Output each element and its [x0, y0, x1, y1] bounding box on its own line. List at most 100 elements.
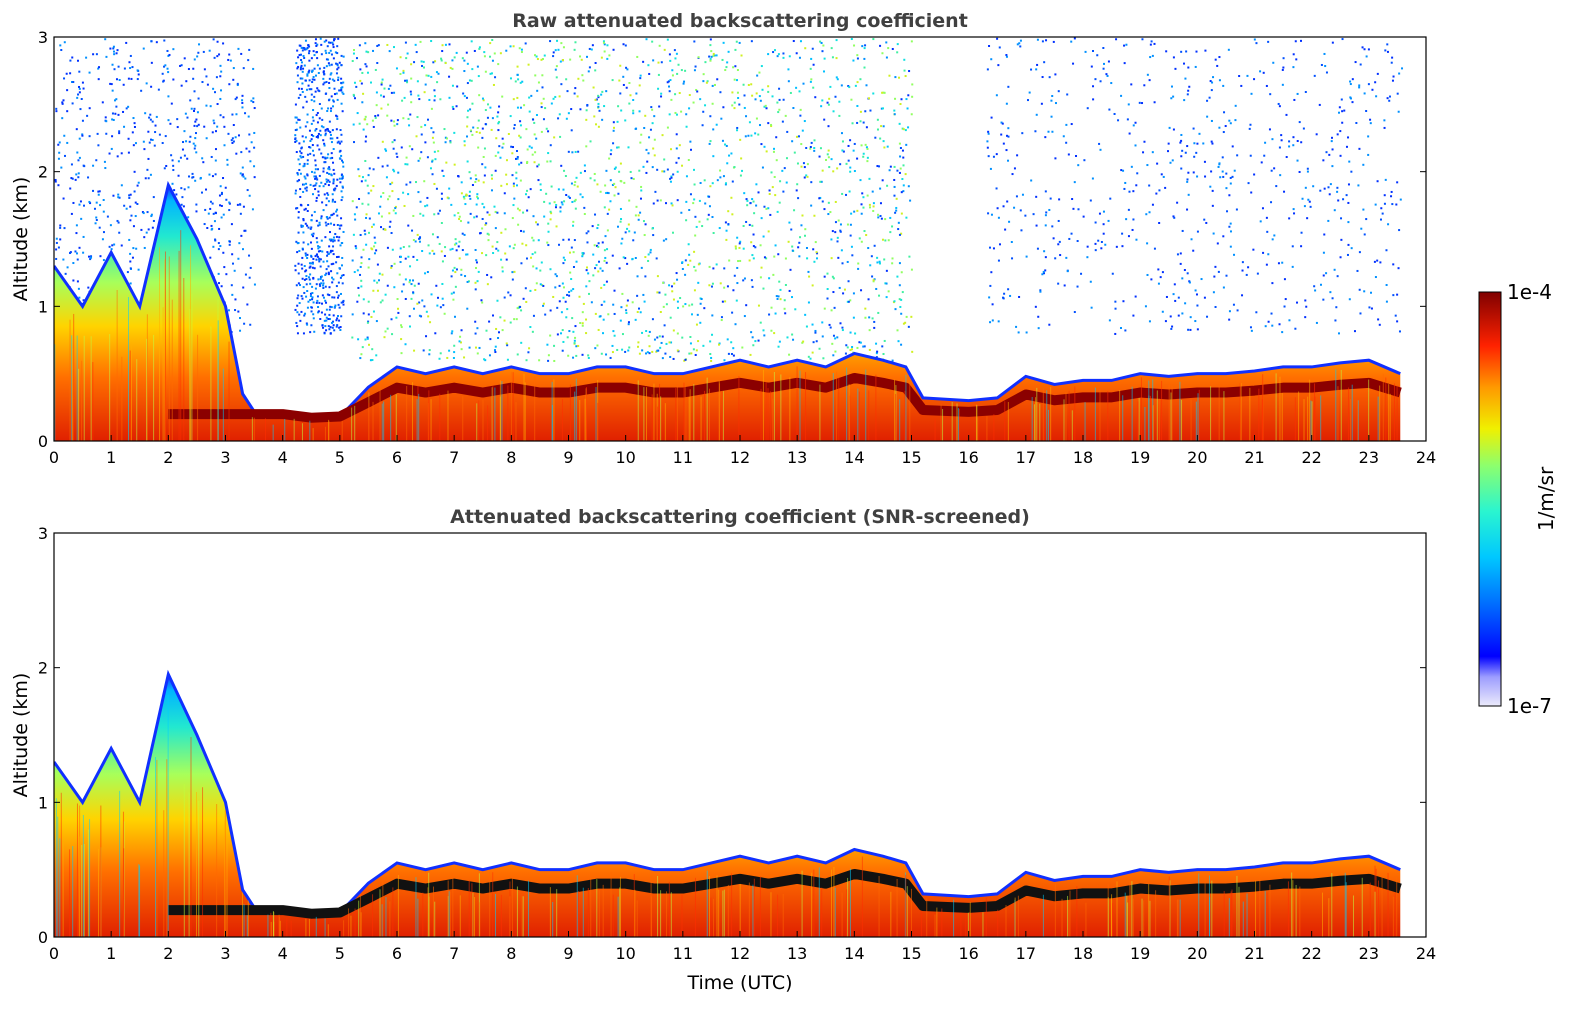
noise-speck — [1206, 99, 1209, 102]
noise-speck — [230, 139, 233, 142]
noise-speck — [192, 176, 195, 179]
noise-speck — [867, 298, 870, 301]
noise-speck — [1159, 276, 1162, 279]
noise-speck — [325, 180, 328, 183]
noise-speck — [471, 68, 474, 71]
noise-speck — [82, 251, 85, 254]
noise-speck — [513, 318, 516, 321]
noise-speck — [597, 105, 600, 108]
noise-speck — [791, 245, 794, 248]
noise-speck — [712, 128, 715, 131]
noise-speck — [786, 130, 789, 133]
noise-speck — [441, 260, 444, 263]
noise-speck — [612, 48, 615, 51]
noise-speck — [1298, 170, 1301, 173]
noise-speck — [129, 267, 132, 270]
noise-speck — [299, 66, 302, 69]
noise-speck — [562, 238, 565, 241]
noise-speck — [1247, 182, 1250, 185]
noise-speck — [876, 350, 879, 353]
noise-speck — [335, 62, 338, 65]
noise-speck — [466, 253, 469, 256]
noise-speck — [241, 174, 244, 177]
noise-speck — [476, 352, 479, 355]
noise-speck — [1267, 40, 1270, 43]
noise-speck — [791, 249, 794, 252]
noise-speck — [627, 223, 630, 226]
noise-speck — [463, 144, 466, 147]
noise-speck — [593, 172, 596, 175]
noise-speck — [699, 302, 702, 305]
noise-speck — [306, 113, 309, 116]
noise-speck — [638, 352, 641, 355]
noise-speck — [1030, 179, 1033, 182]
noise-speck — [755, 117, 758, 120]
noise-speck — [1041, 40, 1044, 43]
noise-speck — [335, 285, 338, 288]
noise-speck — [496, 115, 499, 118]
noise-speck — [1333, 268, 1336, 271]
noise-speck — [565, 117, 568, 120]
noise-speck — [560, 201, 563, 204]
noise-speck — [75, 224, 78, 227]
noise-speck — [382, 192, 385, 195]
noise-speck — [410, 93, 413, 96]
noise-speck — [303, 47, 306, 50]
noise-speck — [464, 275, 467, 278]
noise-speck — [298, 118, 301, 121]
noise-speck — [1090, 65, 1093, 68]
noise-speck — [204, 208, 207, 211]
noise-speck — [219, 114, 222, 117]
noise-speck — [328, 216, 331, 219]
noise-speck — [320, 275, 323, 278]
noise-speck — [170, 154, 173, 157]
noise-speck — [670, 98, 673, 101]
noise-speck — [341, 110, 344, 113]
noise-speck — [338, 224, 341, 227]
noise-speck — [775, 159, 778, 162]
noise-speck — [99, 255, 102, 258]
x-tick-label: 5 — [335, 944, 345, 963]
noise-speck — [893, 185, 896, 188]
noise-speck — [1273, 167, 1276, 170]
noise-speck — [1210, 119, 1213, 122]
noise-speck — [183, 154, 186, 157]
noise-speck — [59, 44, 62, 47]
noise-speck — [877, 216, 880, 219]
noise-speck — [712, 232, 715, 235]
noise-speck — [418, 237, 421, 240]
noise-speck — [509, 45, 512, 48]
noise-speck — [669, 316, 672, 319]
noise-speck — [777, 53, 780, 56]
noise-speck — [312, 235, 315, 238]
noise-speck — [315, 196, 318, 199]
noise-speck — [670, 202, 673, 205]
noise-speck — [170, 102, 173, 105]
noise-speck — [129, 219, 132, 222]
noise-speck — [399, 261, 402, 264]
noise-speck — [197, 123, 200, 126]
noise-speck — [1107, 219, 1110, 222]
noise-speck — [577, 344, 580, 347]
noise-speck — [688, 304, 691, 307]
noise-speck — [593, 115, 596, 118]
noise-speck — [146, 168, 149, 171]
noise-speck — [323, 193, 326, 196]
noise-speck — [329, 231, 332, 234]
noise-speck — [113, 243, 116, 246]
colorbar-min-label: 1e-7 — [1507, 694, 1552, 718]
noise-speck — [306, 323, 309, 326]
noise-speck — [321, 250, 324, 253]
noise-speck — [638, 84, 641, 87]
noise-speck — [864, 110, 867, 113]
noise-speck — [849, 234, 852, 237]
noise-speck — [236, 84, 239, 87]
noise-speck — [1015, 195, 1018, 198]
noise-speck — [585, 118, 588, 121]
noise-speck — [992, 155, 995, 158]
noise-speck — [1115, 38, 1118, 41]
noise-speck — [820, 180, 823, 183]
noise-speck — [812, 248, 815, 251]
noise-speck — [847, 144, 850, 147]
noise-speck — [1383, 119, 1386, 122]
